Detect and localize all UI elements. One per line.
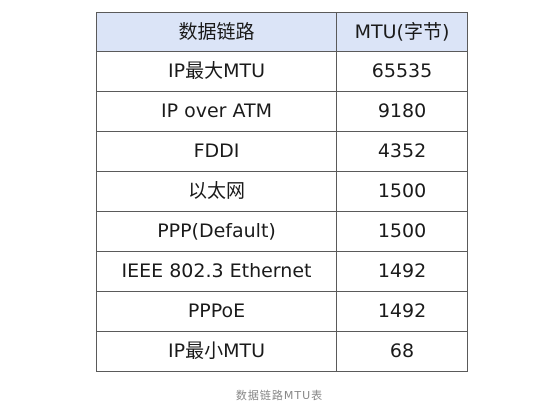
column-header-mtu: MTU(字节) — [336, 12, 468, 52]
mtu-value-cell: 65535 — [336, 51, 468, 92]
mtu-value-cell: 1500 — [336, 171, 468, 212]
mtu-value-cell: 1492 — [336, 291, 468, 332]
table-row: PPPoE 1492 — [96, 291, 468, 332]
table-row: 以太网 1500 — [96, 171, 468, 212]
data-link-cell: FDDI — [96, 131, 337, 172]
data-link-cell: PPPoE — [96, 291, 337, 332]
mtu-value-cell: 4352 — [336, 131, 468, 172]
data-link-cell: PPP(Default) — [96, 211, 337, 252]
mtu-value-cell: 68 — [336, 331, 468, 372]
data-link-cell: IP最小MTU — [96, 331, 337, 372]
data-link-cell: 以太网 — [96, 171, 337, 212]
data-link-cell: IP最大MTU — [96, 51, 337, 92]
mtu-value-cell: 1492 — [336, 251, 468, 292]
table-row: IP over ATM 9180 — [96, 91, 468, 132]
mtu-table: 数据链路 MTU(字节) IP最大MTU 65535 IP over ATM 9… — [96, 12, 468, 372]
mtu-value-cell: 1500 — [336, 211, 468, 252]
table-row: IP最小MTU 68 — [96, 331, 468, 372]
table-row: PPP(Default) 1500 — [96, 211, 468, 252]
table-caption: 数据链路MTU表 — [235, 389, 324, 402]
mtu-value-cell: 9180 — [336, 91, 468, 132]
table-row: IEEE 802.3 Ethernet 1492 — [96, 251, 468, 292]
table-row: FDDI 4352 — [96, 131, 468, 172]
table-row: IP最大MTU 65535 — [96, 51, 468, 92]
table-header-row: 数据链路 MTU(字节) — [96, 12, 468, 52]
data-link-cell: IEEE 802.3 Ethernet — [96, 251, 337, 292]
column-header-data-link: 数据链路 — [96, 12, 337, 52]
data-link-cell: IP over ATM — [96, 91, 337, 132]
